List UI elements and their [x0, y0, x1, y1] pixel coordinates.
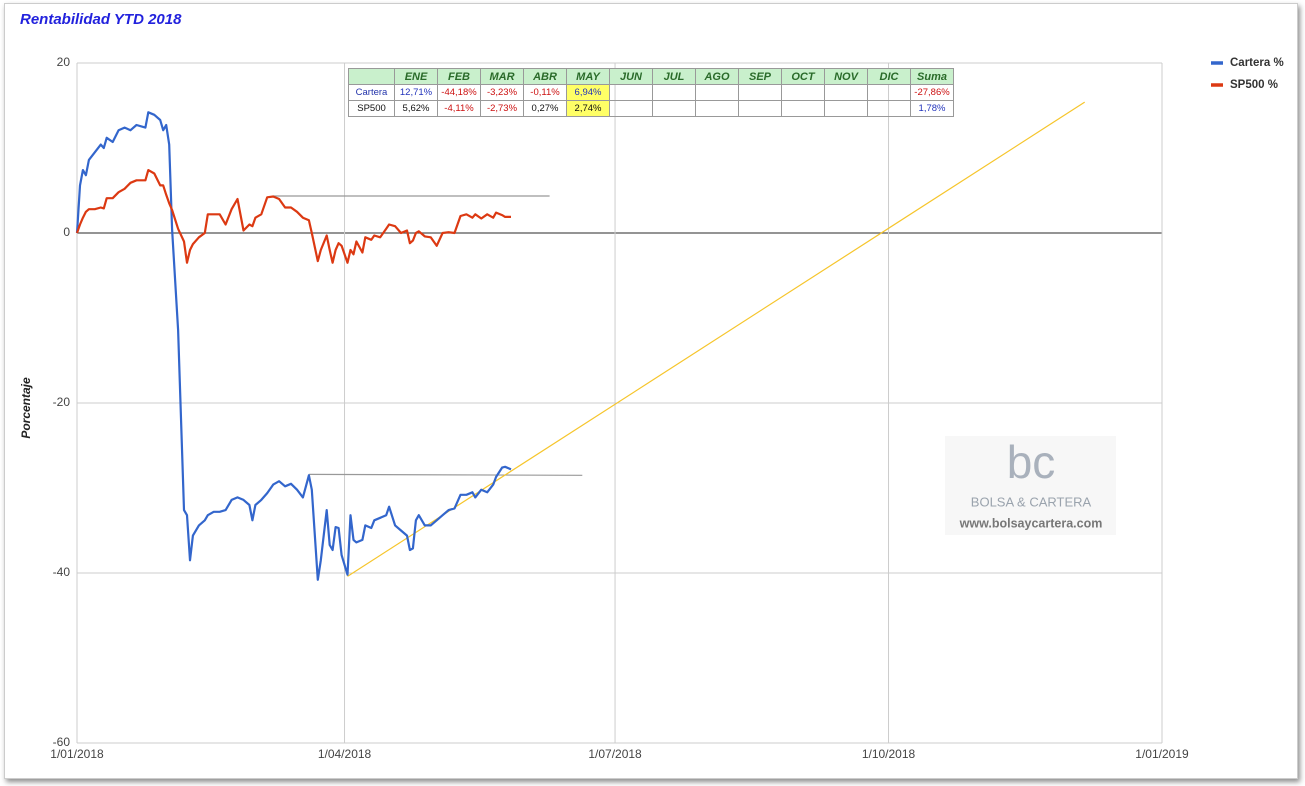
monthly-table: ENE FEB MAR ABR MAY JUN JUL AGO SEP OCT NOV DIC Suma… [348, 68, 954, 117]
watermark-box [945, 436, 1116, 535]
table-cell: DIC [867, 68, 911, 85]
table-cell: MAR [480, 68, 524, 85]
table-cell: ENE [394, 68, 438, 85]
table-cell [609, 84, 653, 101]
annotation-line [347, 101, 1086, 577]
x-tick-label: 1/01/2018 [50, 747, 104, 761]
table-cell: 6,94% [566, 84, 610, 101]
table-cell: Suma [910, 68, 954, 85]
table-header: ENE FEB MAR ABR MAY JUN JUL AGO SEP OCT NOV DIC Suma [348, 68, 954, 85]
table-cell [824, 100, 868, 117]
y-axis-title: Porcentaje [19, 377, 33, 439]
table-cell [348, 68, 395, 85]
table-cell [867, 84, 911, 101]
series-line [75, 111, 512, 581]
table-cell: 5,62% [394, 100, 438, 117]
table-cell [652, 100, 696, 117]
table-cell: SP500 [348, 100, 395, 117]
watermark-url: www.bolsaycartera.com [959, 516, 1103, 530]
chart-frame [4, 3, 1298, 779]
table-cell: -3,23% [480, 84, 524, 101]
table-cell [695, 100, 739, 117]
y-tick-label: 20 [57, 55, 71, 69]
y-tick-label: -60 [53, 735, 71, 749]
table-cell: AGO [695, 68, 739, 85]
legend-label: Cartera % [1230, 57, 1284, 69]
table-cell [867, 100, 911, 117]
x-tick-label: 1/04/2018 [318, 747, 372, 761]
table-cell: JUN [609, 68, 653, 85]
table-cell: -4,11% [437, 100, 481, 117]
table-cell: 1,78% [910, 100, 954, 117]
table-cell: 0,27% [523, 100, 567, 117]
table-cell [824, 84, 868, 101]
table-cell: MAY [566, 68, 610, 85]
annotation-line [308, 473, 583, 476]
table-cell [781, 84, 825, 101]
table-cell: ABR [523, 68, 567, 85]
table-cell: OCT [781, 68, 825, 85]
table-cell: NOV [824, 68, 868, 85]
table-cell: -0,11% [523, 84, 567, 101]
table-row: Cartera 12,71% -44,18% -3,23% -0,11% 6,94% -27… [348, 84, 954, 101]
table-cell [738, 84, 782, 101]
series-line [75, 169, 511, 264]
x-tick-label: 1/01/2019 [1135, 747, 1189, 761]
watermark-name: BOLSA & CARTERA [971, 494, 1092, 509]
table-cell [695, 84, 739, 101]
table-cell: FEB [437, 68, 481, 85]
table-cell: -44,18% [437, 84, 481, 101]
table-cell [738, 100, 782, 117]
x-tick-label: 1/10/2018 [862, 747, 916, 761]
table-cell: 12,71% [394, 84, 438, 101]
x-tick-label: 1/07/2018 [588, 747, 642, 761]
table-cell: JUL [652, 68, 696, 85]
table-cell: -27,86% [910, 84, 954, 101]
y-tick-label: 0 [63, 225, 70, 239]
y-tick-label: -40 [53, 565, 71, 579]
watermark-logo: bc [1007, 436, 1056, 488]
table-cell: SEP [738, 68, 782, 85]
table-cell [781, 100, 825, 117]
table-cell [652, 84, 696, 101]
table-cell: 2,74% [566, 100, 610, 117]
legend-label: SP500 % [1230, 79, 1278, 91]
table-cell [609, 100, 653, 117]
table-row: SP500 5,62% -4,11% -2,73% 0,27% 2,74% 1,78% [348, 100, 954, 117]
chart-title: Rentabilidad YTD 2018 [20, 11, 182, 28]
table-cell: Cartera [348, 84, 395, 101]
y-tick-label: -20 [53, 395, 71, 409]
table-cell: -2,73% [480, 100, 524, 117]
